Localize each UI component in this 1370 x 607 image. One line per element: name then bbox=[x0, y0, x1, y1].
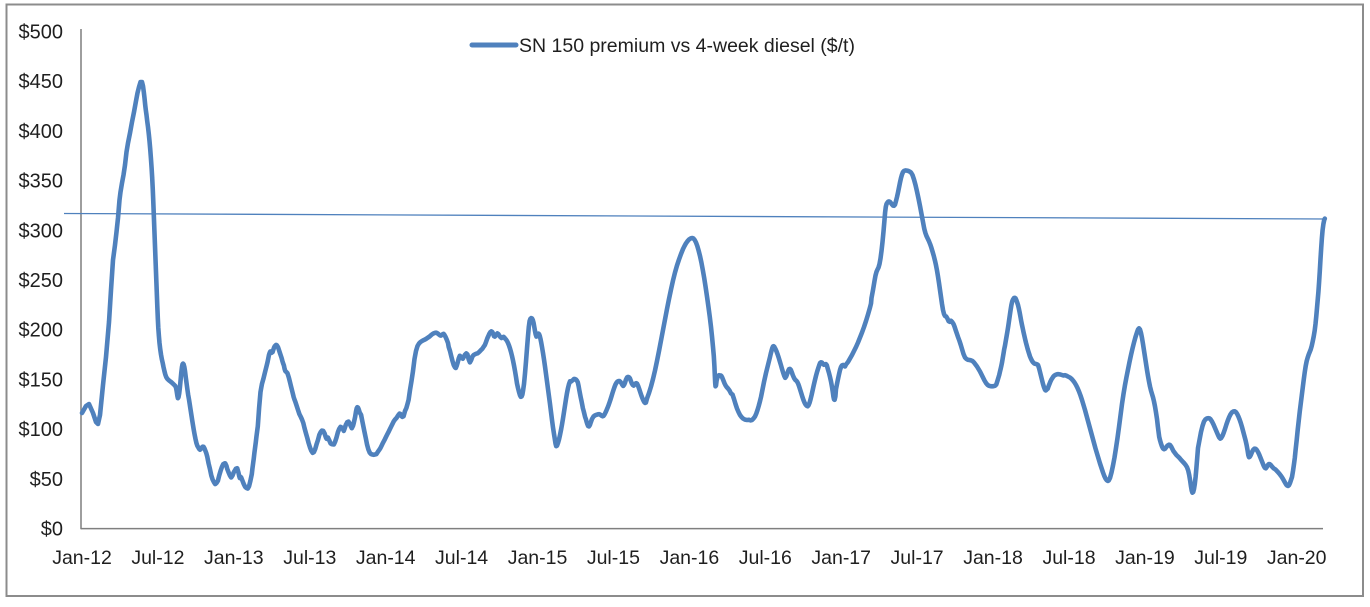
svg-text:$400: $400 bbox=[19, 121, 64, 143]
svg-text:$300: $300 bbox=[19, 220, 64, 242]
svg-text:Jul-19: Jul-19 bbox=[1194, 547, 1247, 569]
svg-text:Jul-13: Jul-13 bbox=[283, 547, 336, 569]
svg-text:Jul-14: Jul-14 bbox=[435, 547, 488, 569]
svg-text:Jan-14: Jan-14 bbox=[356, 547, 416, 569]
svg-text:$200: $200 bbox=[19, 320, 64, 342]
svg-text:Jul-12: Jul-12 bbox=[131, 547, 184, 569]
svg-text:Jan-19: Jan-19 bbox=[1115, 547, 1175, 569]
svg-text:$350: $350 bbox=[19, 171, 64, 193]
svg-text:Jul-16: Jul-16 bbox=[739, 547, 792, 569]
svg-text:$150: $150 bbox=[19, 370, 64, 392]
svg-text:Jul-15: Jul-15 bbox=[587, 547, 640, 569]
svg-text:$250: $250 bbox=[19, 270, 64, 292]
svg-text:Jul-18: Jul-18 bbox=[1042, 547, 1095, 569]
svg-text:Jul-17: Jul-17 bbox=[891, 547, 944, 569]
svg-text:Jan-20: Jan-20 bbox=[1267, 547, 1327, 569]
svg-text:$500: $500 bbox=[19, 22, 64, 44]
svg-text:$50: $50 bbox=[30, 469, 63, 491]
svg-text:Jan-15: Jan-15 bbox=[508, 547, 568, 569]
svg-text:$100: $100 bbox=[19, 419, 64, 441]
svg-text:Jan-18: Jan-18 bbox=[963, 547, 1023, 569]
svg-text:$450: $450 bbox=[19, 71, 64, 93]
svg-text:$0: $0 bbox=[41, 519, 63, 541]
svg-text:Jan-12: Jan-12 bbox=[52, 547, 112, 569]
svg-text:Jan-17: Jan-17 bbox=[811, 547, 871, 569]
svg-text:Jan-13: Jan-13 bbox=[204, 547, 264, 569]
svg-text:SN 150 premium vs 4-week diese: SN 150 premium vs 4-week diesel ($/t) bbox=[519, 35, 855, 57]
svg-text:Jan-16: Jan-16 bbox=[660, 547, 720, 569]
